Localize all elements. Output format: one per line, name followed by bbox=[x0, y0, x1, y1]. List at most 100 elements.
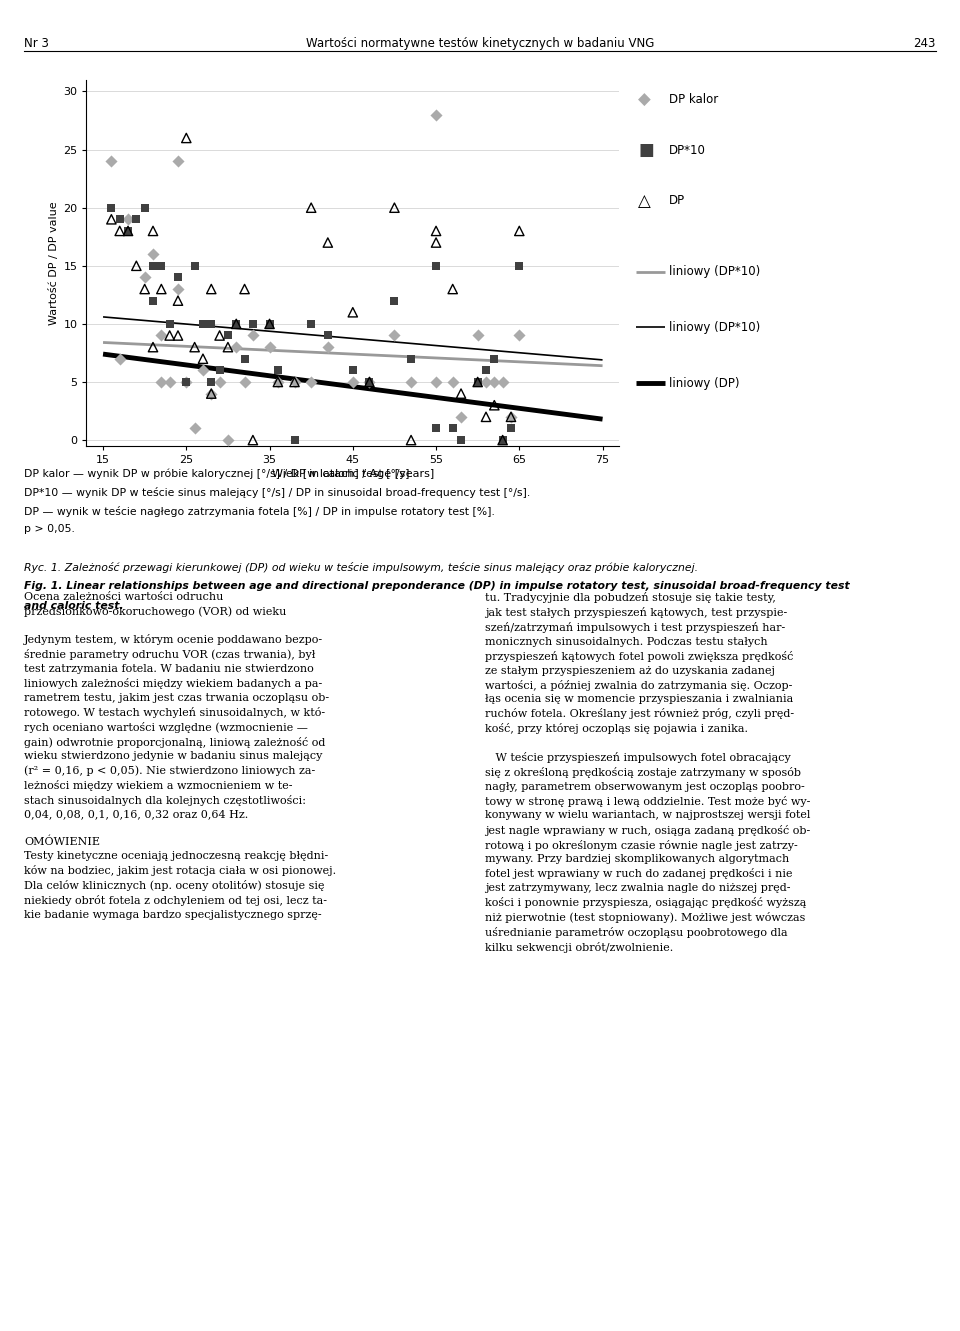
Point bbox=[487, 349, 502, 370]
Text: Fig. 1. Linear relationships between age and directional preponderance (DP) in i: Fig. 1. Linear relationships between age… bbox=[24, 582, 850, 591]
Point bbox=[104, 197, 119, 218]
Point bbox=[303, 371, 319, 393]
Text: ■: ■ bbox=[638, 141, 654, 160]
Point bbox=[112, 220, 128, 241]
Point bbox=[346, 302, 361, 323]
Point bbox=[287, 371, 302, 393]
Point bbox=[220, 430, 235, 451]
Point bbox=[503, 418, 518, 439]
Y-axis label: Wartość DP / DP value: Wartość DP / DP value bbox=[49, 201, 60, 325]
Point bbox=[270, 371, 285, 393]
Point bbox=[204, 313, 219, 334]
Point bbox=[145, 256, 160, 277]
Point bbox=[362, 371, 377, 393]
Point bbox=[145, 244, 160, 265]
Text: DP kalor: DP kalor bbox=[669, 93, 718, 106]
Point bbox=[228, 313, 244, 334]
Point bbox=[362, 371, 377, 393]
Point bbox=[346, 371, 361, 393]
Point bbox=[112, 349, 128, 370]
Point bbox=[162, 325, 178, 346]
Text: 243: 243 bbox=[914, 37, 936, 51]
Point bbox=[478, 371, 493, 393]
Text: DP*10 — wynik DP w teście sinus malejący [°/s] / DP in sinusoidal broad-frequenc: DP*10 — wynik DP w teście sinus malejący… bbox=[24, 487, 530, 498]
Text: Ocena zależności wartości odruchu
przedsionkowo-okoruchowego (VOR) od wieku

Jed: Ocena zależności wartości odruchu przeds… bbox=[24, 592, 336, 920]
Point bbox=[495, 430, 511, 451]
Text: ◆: ◆ bbox=[638, 91, 651, 109]
Point bbox=[262, 313, 277, 334]
Point bbox=[112, 209, 128, 230]
Point bbox=[179, 371, 194, 393]
Point bbox=[137, 278, 153, 299]
Point bbox=[495, 430, 511, 451]
Point bbox=[129, 256, 144, 277]
Point bbox=[445, 278, 461, 299]
Point bbox=[303, 313, 319, 334]
Point bbox=[154, 325, 169, 346]
Point bbox=[428, 418, 444, 439]
Point bbox=[503, 406, 518, 427]
Point bbox=[145, 290, 160, 311]
Point bbox=[245, 325, 260, 346]
Text: DP*10: DP*10 bbox=[669, 144, 706, 157]
Point bbox=[187, 337, 203, 358]
Point bbox=[170, 150, 185, 172]
Point bbox=[320, 232, 335, 253]
Point bbox=[204, 371, 219, 393]
Point bbox=[170, 278, 185, 299]
Point bbox=[387, 290, 402, 311]
Point bbox=[287, 430, 302, 451]
Point bbox=[428, 256, 444, 277]
Point bbox=[237, 278, 252, 299]
Point bbox=[204, 383, 219, 405]
Point bbox=[262, 313, 277, 334]
Point bbox=[154, 371, 169, 393]
Point bbox=[187, 418, 203, 439]
Point bbox=[428, 104, 444, 125]
Point bbox=[120, 220, 135, 241]
Point bbox=[220, 337, 235, 358]
Point bbox=[503, 406, 518, 427]
Point bbox=[237, 349, 252, 370]
Point bbox=[228, 337, 244, 358]
Text: Nr 3: Nr 3 bbox=[24, 37, 49, 51]
Point bbox=[179, 371, 194, 393]
Point bbox=[212, 325, 228, 346]
Point bbox=[212, 371, 228, 393]
Point bbox=[387, 197, 402, 218]
Point bbox=[237, 371, 252, 393]
Point bbox=[179, 128, 194, 149]
Point bbox=[470, 371, 486, 393]
Text: p > 0,05.: p > 0,05. bbox=[24, 524, 75, 535]
Text: DP kalor — wynik DP w próbie kalorycznej [°/s] / DP in caloric test [°/s].: DP kalor — wynik DP w próbie kalorycznej… bbox=[24, 469, 413, 479]
Point bbox=[346, 359, 361, 381]
Point bbox=[487, 394, 502, 415]
Point bbox=[154, 256, 169, 277]
Point bbox=[195, 359, 210, 381]
Point bbox=[245, 313, 260, 334]
Point bbox=[512, 325, 527, 346]
Point bbox=[204, 278, 219, 299]
Text: DP: DP bbox=[669, 194, 685, 208]
Point bbox=[195, 313, 210, 334]
Point bbox=[170, 266, 185, 287]
Point bbox=[120, 220, 135, 241]
Point bbox=[453, 406, 468, 427]
Text: DP — wynik w teście nagłego zatrzymania fotela [%] / DP in impulse rotatory test: DP — wynik w teście nagłego zatrzymania … bbox=[24, 506, 494, 516]
Point bbox=[270, 371, 285, 393]
Point bbox=[403, 371, 419, 393]
Point bbox=[478, 359, 493, 381]
Point bbox=[170, 325, 185, 346]
Point bbox=[428, 232, 444, 253]
Point bbox=[287, 371, 302, 393]
Point bbox=[137, 266, 153, 287]
Point bbox=[187, 256, 203, 277]
Text: and caloric test.: and caloric test. bbox=[24, 600, 124, 611]
Point bbox=[212, 359, 228, 381]
Point bbox=[120, 209, 135, 230]
Point bbox=[145, 220, 160, 241]
Point bbox=[162, 313, 178, 334]
Text: △: △ bbox=[638, 192, 651, 210]
Point bbox=[445, 418, 461, 439]
Text: Ryc. 1. Zależność przewagi kierunkowej (DP) od wieku w teście impulsowym, teście: Ryc. 1. Zależność przewagi kierunkowej (… bbox=[24, 562, 698, 572]
